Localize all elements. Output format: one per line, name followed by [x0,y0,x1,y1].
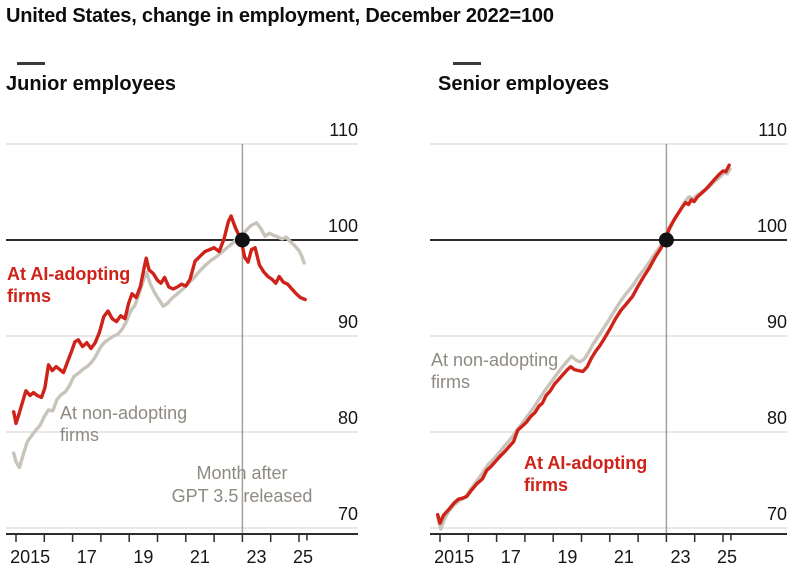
junior-x-tick-label-2015: 2015 [10,547,51,567]
junior-ai_adopting-line [11,214,307,426]
senior-y-tick-label-110: 110 [758,120,787,140]
event-annotation-line1: Month after [196,463,288,483]
senior-ai-adopting-label: At AI-adopting firms [524,453,648,495]
chart-title: United States, change in employment, Dec… [6,5,554,27]
senior-y-tick-label-80: 80 [766,408,787,428]
senior-x-tick-label-17: 17 [500,547,521,567]
junior-panel-title: Junior employees [6,73,177,95]
senior-y-tick-label-70: 70 [766,504,787,524]
junior-non_adopting-line [11,220,306,470]
junior-event-dot [234,232,250,248]
senior-ai_adopting-line [436,163,731,525]
event-annotation-line2: GPT 3.5 released [171,486,313,506]
junior-panel-rule [17,62,45,65]
junior-y-tick-label-110: 110 [329,120,358,140]
senior-x-tick-label-23: 23 [670,547,691,567]
senior-x-tick-label-25: 25 [716,547,738,567]
junior-x-tick-label-25: 25 [292,547,314,567]
junior-non-adopting-label: At non-adopting firms [60,403,188,445]
junior-y-tick-label-70: 70 [337,504,358,524]
senior-panel-rule [453,62,481,65]
senior-x-tick-label-2015: 2015 [434,547,475,567]
junior-y-tick-label-80: 80 [337,408,358,428]
senior-y-tick-label-100: 100 [756,216,787,236]
junior-x-tick-label-21: 21 [189,547,210,567]
junior-y-tick-label-100: 100 [327,216,358,236]
junior-y-tick-label-90: 90 [337,312,358,332]
senior-event-dot [658,232,674,248]
senior-y-tick-label-90: 90 [766,312,787,332]
senior-panel-title: Senior employees [438,73,610,95]
event-annotation: Month after GPT 3.5 released [152,462,332,508]
junior-x-tick-label-17: 17 [76,547,97,567]
junior-x-tick-label-23: 23 [246,547,267,567]
senior-non_adopting-line [436,167,732,531]
junior-x-tick-label-19: 19 [133,547,154,567]
senior-x-tick-label-21: 21 [613,547,634,567]
senior-non-adopting-label: At non-adopting firms [431,350,559,392]
junior-ai-adopting-label: At AI-adopting firms [7,264,131,306]
senior-x-tick-label-19: 19 [557,547,578,567]
